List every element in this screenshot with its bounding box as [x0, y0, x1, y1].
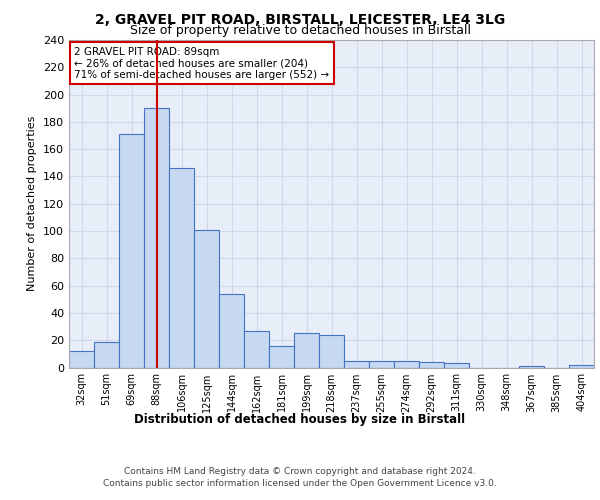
Bar	[169, 168, 194, 368]
Bar	[294, 334, 319, 368]
Bar	[344, 360, 369, 368]
Bar	[219, 294, 244, 368]
Bar	[144, 108, 169, 368]
Bar	[444, 364, 469, 368]
Text: Contains HM Land Registry data © Crown copyright and database right 2024.: Contains HM Land Registry data © Crown c…	[124, 468, 476, 476]
Text: Contains public sector information licensed under the Open Government Licence v3: Contains public sector information licen…	[103, 479, 497, 488]
Bar	[319, 335, 344, 368]
Bar	[394, 360, 419, 368]
Bar	[94, 342, 119, 367]
Bar	[569, 365, 594, 368]
Bar	[244, 330, 269, 368]
Text: Distribution of detached houses by size in Birstall: Distribution of detached houses by size …	[134, 412, 466, 426]
Text: 2 GRAVEL PIT ROAD: 89sqm
← 26% of detached houses are smaller (204)
71% of semi-: 2 GRAVEL PIT ROAD: 89sqm ← 26% of detach…	[74, 46, 329, 80]
Bar	[519, 366, 544, 368]
Bar	[69, 351, 94, 368]
Bar	[369, 360, 394, 368]
Bar	[269, 346, 294, 368]
Text: Size of property relative to detached houses in Birstall: Size of property relative to detached ho…	[130, 24, 470, 37]
Bar	[119, 134, 144, 368]
Y-axis label: Number of detached properties: Number of detached properties	[28, 116, 37, 292]
Bar	[194, 230, 219, 368]
Bar	[419, 362, 444, 368]
Text: 2, GRAVEL PIT ROAD, BIRSTALL, LEICESTER, LE4 3LG: 2, GRAVEL PIT ROAD, BIRSTALL, LEICESTER,…	[95, 12, 505, 26]
